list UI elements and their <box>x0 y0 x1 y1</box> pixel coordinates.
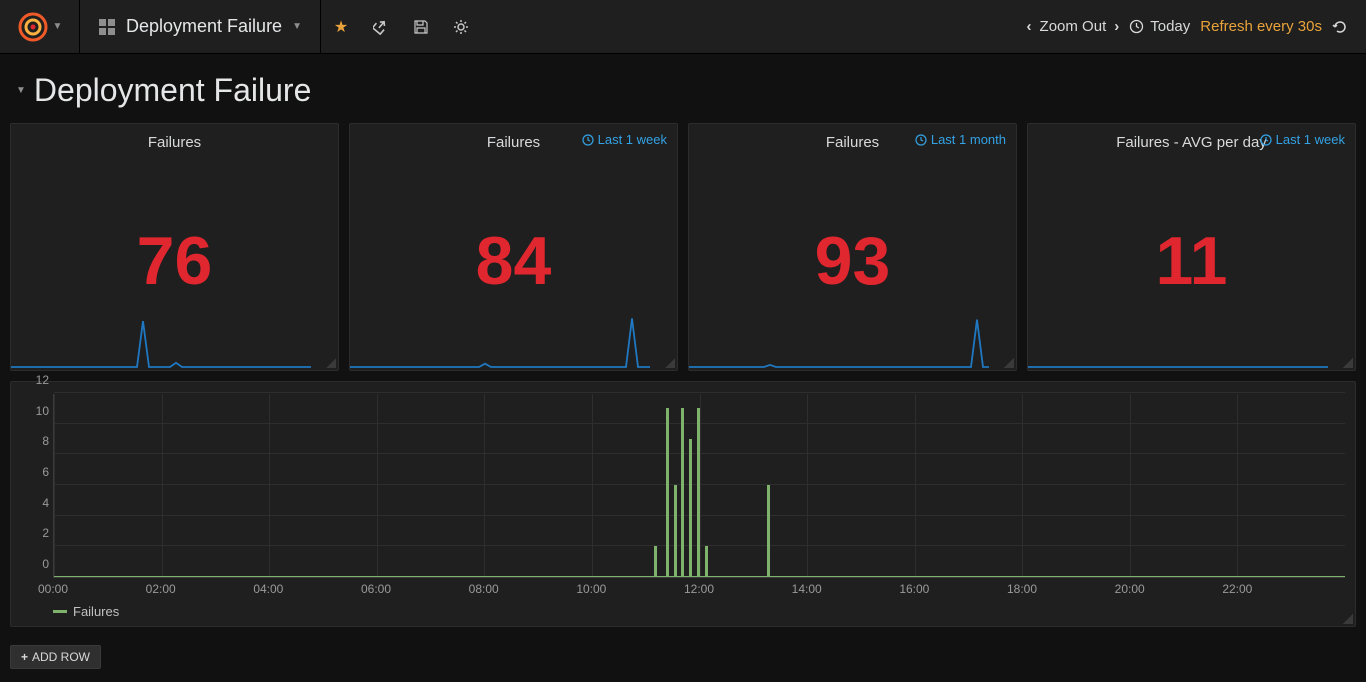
chart-spike <box>767 485 770 577</box>
x-tick: 22:00 <box>1222 582 1252 596</box>
grafana-logo[interactable]: ▼ <box>0 0 80 53</box>
chart-spike <box>697 408 700 577</box>
panel-title: Failures <box>11 124 338 151</box>
grafana-icon <box>17 11 49 43</box>
x-tick: 18:00 <box>1007 582 1037 596</box>
gridline <box>1237 394 1238 577</box>
gridline <box>915 394 916 577</box>
sparkline <box>1028 310 1328 370</box>
y-tick: 2 <box>42 526 49 540</box>
zoom-out-button[interactable]: Zoom Out <box>1040 18 1107 35</box>
chart-spike <box>681 408 684 577</box>
dashboard-icon <box>98 18 116 36</box>
resize-handle[interactable] <box>1004 358 1014 368</box>
y-tick: 8 <box>42 434 49 448</box>
caret-down-icon: ▼ <box>53 21 63 32</box>
stat-value: 93 <box>689 151 1016 295</box>
gridline <box>54 392 1345 393</box>
time-controls: ‹ Zoom Out › Today Refresh every 30s <box>1027 0 1366 53</box>
page-title: Deployment Failure <box>34 72 311 109</box>
chart-spike <box>689 439 692 577</box>
y-axis: 024681012 <box>21 394 53 578</box>
add-row-button[interactable]: + ADD ROW <box>10 645 101 669</box>
gridline <box>1022 394 1023 577</box>
stat-panel[interactable]: FailuresLast 1 month93 <box>688 123 1017 371</box>
add-row-label: ADD ROW <box>32 650 90 664</box>
time-range-button[interactable]: Today <box>1129 18 1190 35</box>
stat-value: 76 <box>11 151 338 295</box>
save-icon[interactable] <box>401 19 441 35</box>
sparkline <box>11 310 311 370</box>
time-override-badge: Last 1 week <box>582 132 667 147</box>
gridline <box>1130 394 1131 577</box>
plot-area <box>53 394 1345 578</box>
x-tick: 12:00 <box>684 582 714 596</box>
refresh-interval[interactable]: Refresh every 30s <box>1200 18 1322 35</box>
gridline <box>269 394 270 577</box>
sparkline <box>689 310 989 370</box>
stat-panel[interactable]: Failures - AVG per dayLast 1 week11 <box>1027 123 1356 371</box>
star-icon[interactable]: ★ <box>321 17 361 37</box>
y-tick: 12 <box>36 373 49 387</box>
gridline <box>377 394 378 577</box>
x-tick: 14:00 <box>792 582 822 596</box>
gridline <box>807 394 808 577</box>
time-override-badge: Last 1 week <box>1260 132 1345 147</box>
share-icon[interactable] <box>361 19 401 35</box>
dashboard-name: Deployment Failure <box>126 16 282 37</box>
chart-spike <box>654 546 657 577</box>
stat-value: 11 <box>1028 151 1355 295</box>
x-axis: 00:0002:0004:0006:0008:0010:0012:0014:00… <box>53 582 1345 598</box>
stat-panel[interactable]: Failures76 <box>10 123 339 371</box>
stat-value: 84 <box>350 151 677 295</box>
caret-down-icon: ▼ <box>292 21 302 32</box>
gridline <box>484 394 485 577</box>
content: ▼ Deployment Failure Failures76FailuresL… <box>0 54 1366 679</box>
time-range-label: Today <box>1150 18 1190 35</box>
gridline <box>162 394 163 577</box>
clock-icon <box>1129 19 1144 34</box>
x-tick: 02:00 <box>146 582 176 596</box>
chevron-right-icon[interactable]: › <box>1114 18 1119 35</box>
chevron-left-icon[interactable]: ‹ <box>1027 18 1032 35</box>
resize-handle[interactable] <box>1343 358 1353 368</box>
x-tick: 00:00 <box>38 582 68 596</box>
y-tick: 0 <box>42 557 49 571</box>
gridline <box>592 394 593 577</box>
chart-legend: Failures <box>53 604 1345 619</box>
chart-panel[interactable]: 024681012 00:0002:0004:0006:0008:0010:00… <box>10 381 1356 627</box>
y-tick: 10 <box>36 404 49 418</box>
refresh-icon[interactable] <box>1332 19 1348 35</box>
toolbar: ★ <box>321 0 481 53</box>
x-tick: 20:00 <box>1115 582 1145 596</box>
y-tick: 6 <box>42 465 49 479</box>
x-tick: 06:00 <box>361 582 391 596</box>
y-tick: 4 <box>42 496 49 510</box>
stat-panel[interactable]: FailuresLast 1 week84 <box>349 123 678 371</box>
x-tick: 04:00 <box>253 582 283 596</box>
legend-swatch <box>53 610 67 613</box>
gear-icon[interactable] <box>441 19 481 35</box>
resize-handle[interactable] <box>665 358 675 368</box>
gridline <box>54 394 55 577</box>
chart-spike <box>674 485 677 577</box>
dashboard-selector[interactable]: Deployment Failure ▼ <box>80 0 321 53</box>
stat-row: Failures76FailuresLast 1 week84FailuresL… <box>10 123 1356 371</box>
resize-handle[interactable] <box>1343 614 1353 624</box>
chart-spike <box>666 408 669 577</box>
x-tick: 16:00 <box>899 582 929 596</box>
x-tick: 10:00 <box>576 582 606 596</box>
legend-label: Failures <box>73 604 119 619</box>
plus-icon: + <box>21 650 28 664</box>
topbar: ▼ Deployment Failure ▼ ★ ‹ Zoom Out › To… <box>0 0 1366 54</box>
chevron-down-icon[interactable]: ▼ <box>16 85 26 96</box>
time-override-badge: Last 1 month <box>915 132 1006 147</box>
sparkline <box>350 310 650 370</box>
x-tick: 08:00 <box>469 582 499 596</box>
chart-spike <box>705 546 708 577</box>
resize-handle[interactable] <box>326 358 336 368</box>
